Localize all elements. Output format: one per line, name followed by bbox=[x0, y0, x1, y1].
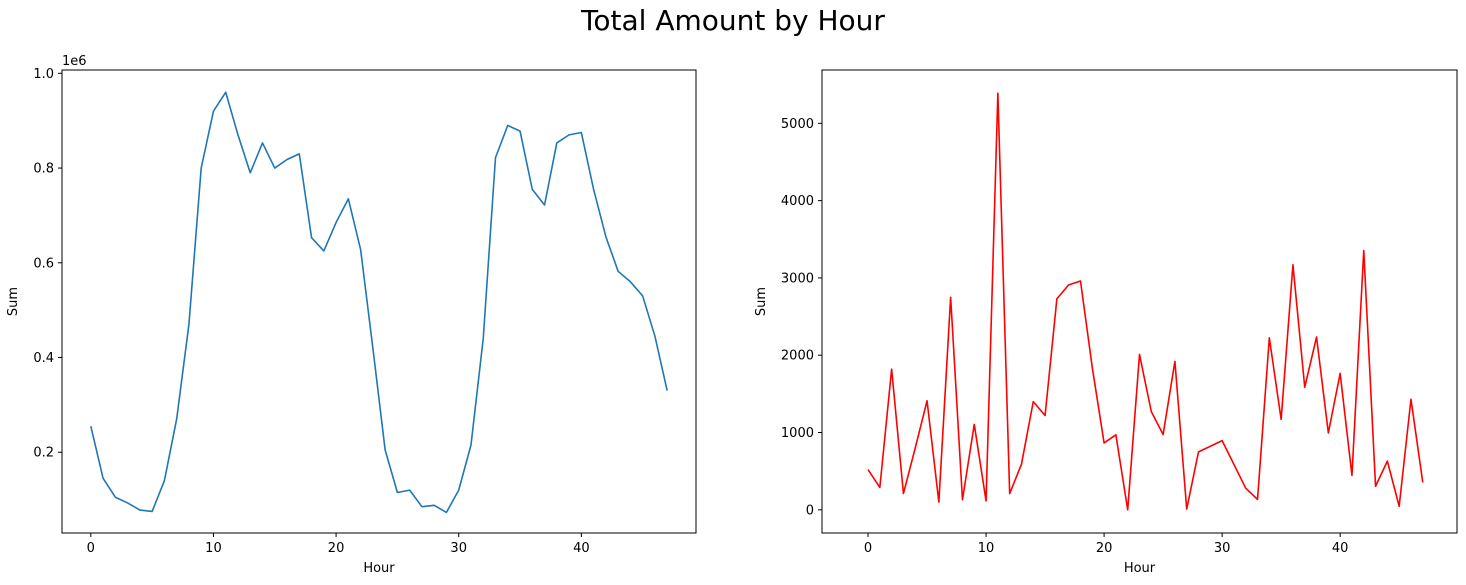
x-axis-label: Hour bbox=[1124, 561, 1156, 576]
y-tick-label: 4000 bbox=[781, 194, 814, 209]
y-tick-label: 0 bbox=[806, 503, 814, 518]
x-tick-label: 0 bbox=[87, 541, 95, 556]
y-tick-label: 5000 bbox=[781, 117, 814, 132]
y-tick-label: 0.6 bbox=[33, 256, 54, 271]
y-tick-label: 0.8 bbox=[33, 162, 54, 177]
left-chart: 0 10 20 30 40 0.2 0.4 0.6 0.8 1.0 1e6 Hour Sum bbox=[6, 54, 697, 576]
plot-area-frame bbox=[61, 69, 697, 534]
series-line bbox=[867, 92, 1424, 511]
y-tick-label: 1.0 bbox=[33, 67, 54, 82]
x-tick-label: 30 bbox=[450, 541, 467, 556]
x-tick-label: 20 bbox=[328, 541, 345, 556]
y-axis-label: Sum bbox=[6, 287, 21, 316]
y-axis-label: Sum bbox=[754, 287, 769, 316]
figure-title: Total Amount by Hour bbox=[581, 4, 885, 37]
y-tick-label: 0.4 bbox=[33, 351, 54, 366]
x-tick-label: 10 bbox=[205, 541, 222, 556]
x-tick-label: 20 bbox=[1096, 541, 1113, 556]
x-tick-label: 0 bbox=[864, 541, 872, 556]
y-tick-label: 2000 bbox=[781, 349, 814, 364]
x-axis-label: Hour bbox=[363, 561, 395, 576]
x-tick-label: 40 bbox=[573, 541, 590, 556]
y-tick-label: 0.2 bbox=[33, 446, 54, 461]
x-tick-label: 40 bbox=[1332, 541, 1349, 556]
series-line bbox=[90, 91, 668, 514]
plot-area-frame bbox=[821, 69, 1458, 534]
right-chart: 0 10 20 30 40 0 1000 2000 3000 4000 5000 Hour Sum bbox=[754, 69, 1458, 576]
x-tick-label: 30 bbox=[1214, 541, 1231, 556]
y-tick-label: 3000 bbox=[781, 271, 814, 286]
y-offset-label: 1e6 bbox=[62, 54, 87, 69]
x-tick-label: 10 bbox=[978, 541, 995, 556]
y-tick-label: 1000 bbox=[781, 426, 814, 441]
